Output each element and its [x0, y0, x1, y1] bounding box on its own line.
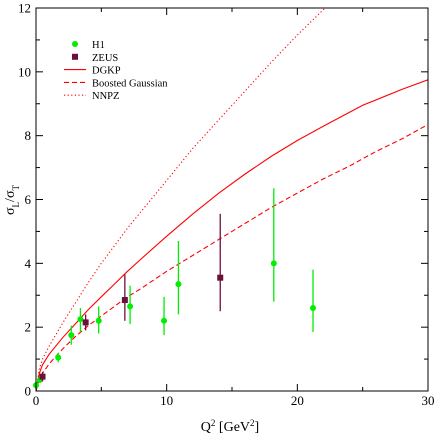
y-tick-label: 8 [25, 128, 32, 143]
legend-label-h1: H1 [92, 40, 105, 51]
x-axis-label: Q2 [GeV2] [201, 418, 259, 435]
legend-label-dgkp: DGKP [92, 66, 121, 77]
curve-dgkp [36, 79, 428, 391]
y-axis-label: σL/σT [3, 185, 21, 215]
h1-data-point [55, 354, 62, 361]
h1-data-point [77, 316, 84, 323]
legend-label-boosted-gaussian: Boosted Gaussian [92, 78, 168, 89]
curve-nnpz [36, 8, 326, 391]
y-tick-label: 4 [25, 256, 32, 271]
h1-data-point [310, 305, 317, 312]
h1-data-point [175, 281, 182, 288]
x-tick-label: 20 [291, 393, 304, 408]
y-tick-label: 2 [25, 320, 32, 335]
x-tick-label: 10 [160, 393, 173, 408]
legend-marker-zeus [72, 53, 78, 60]
y-tick-label: 0 [25, 384, 32, 399]
zeus-data-point [121, 297, 128, 304]
legend-label-nnpz: NNPZ [92, 91, 119, 102]
h1-data-point [127, 303, 134, 310]
ticks-layer: 0 10 20 30 0 2 4 6 8 10 12 [18, 1, 435, 409]
x-tick-label: 30 [422, 393, 435, 408]
zeus-data-point [217, 274, 224, 281]
points-layer [33, 188, 317, 389]
curve-boosted-gaussian [36, 124, 428, 391]
h1-data-point [161, 317, 168, 324]
zeus-data-point [39, 373, 46, 380]
y-tick-label: 10 [18, 64, 31, 79]
x-tick-label: 0 [33, 393, 40, 408]
y-tick-label: 12 [18, 1, 31, 16]
h1-data-point [270, 260, 277, 267]
zeus-data-point [82, 319, 89, 326]
h1-data-point [68, 332, 75, 339]
legend-label-zeus: ZEUS [92, 53, 118, 64]
legend-marker-h1 [72, 41, 78, 47]
y-tick-label: 6 [25, 192, 32, 207]
h1-data-point [95, 317, 102, 324]
